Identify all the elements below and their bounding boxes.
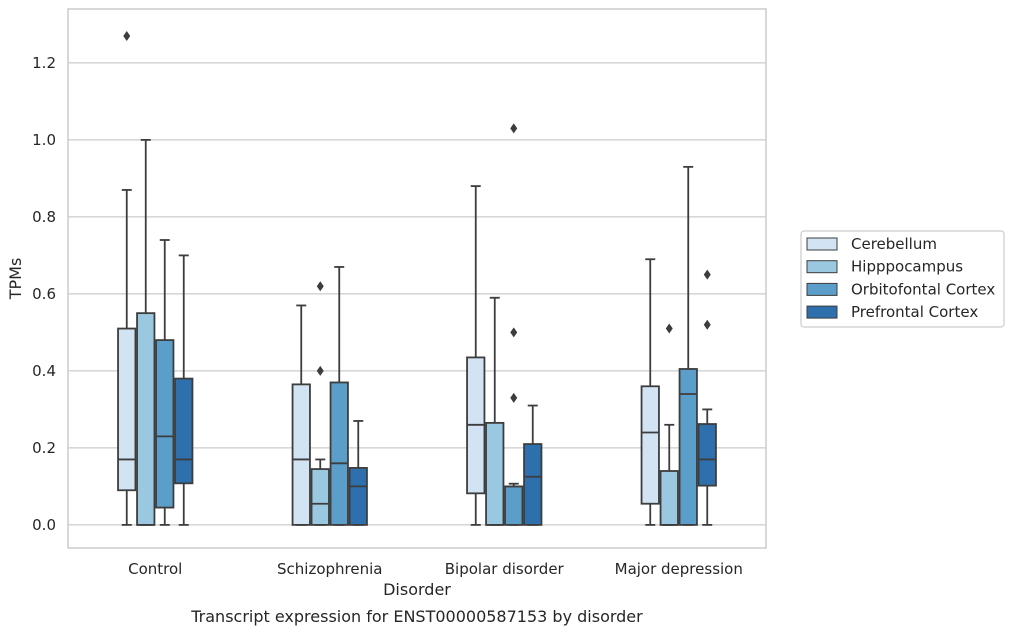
legend-frame — [800, 230, 1005, 328]
y-tick-label: 0.0 — [32, 516, 56, 534]
box-group — [136, 138, 156, 526]
outlier-point — [703, 319, 711, 330]
outlier-point — [316, 365, 324, 376]
legend-swatch — [806, 282, 838, 296]
y-tick-label: 1.0 — [32, 131, 56, 149]
box-group — [697, 269, 717, 526]
x-tick-label: Schizophrenia — [277, 560, 382, 578]
y-tick-label: 0.8 — [32, 208, 56, 226]
box-group — [174, 254, 194, 526]
y-tick-label: 0.4 — [32, 362, 56, 380]
legend: Cerebellum Hipppocampus Orbitofontal Corte… — [800, 230, 1005, 328]
box — [523, 443, 543, 526]
y-tick-label: 1.2 — [32, 54, 56, 72]
legend-label: Prefrontal Cortex — [851, 303, 978, 321]
box-group — [659, 323, 679, 526]
legend-swatch — [806, 237, 838, 251]
box-group — [291, 304, 311, 526]
y-axis-title: TPMs — [6, 258, 25, 301]
box — [136, 312, 156, 526]
box — [291, 383, 311, 526]
box — [697, 423, 717, 487]
legend-label: Hipppocampus — [851, 258, 963, 276]
box — [348, 467, 368, 526]
box-group — [485, 296, 505, 526]
box-group — [640, 258, 660, 526]
box — [117, 327, 137, 492]
outlier-point — [510, 123, 518, 134]
box — [659, 470, 679, 526]
plot-frame — [67, 8, 767, 549]
x-axis-title: Disorder — [383, 580, 451, 599]
chart-caption: Transcript expression for ENST0000058715… — [190, 607, 643, 626]
box-group — [678, 165, 698, 526]
legend-label: Orbitofontal Cortex — [851, 280, 995, 298]
legend-swatch — [806, 260, 838, 274]
box-group — [466, 185, 486, 526]
box — [678, 368, 698, 526]
x-tick-label: Control — [128, 560, 182, 578]
box — [174, 377, 194, 485]
box-group — [329, 266, 349, 526]
outlier-point — [665, 323, 673, 334]
y-tick-labels: 0.0 0.2 0.4 0.6 0.8 1.0 1.2 — [32, 54, 56, 534]
box-group — [348, 420, 368, 526]
box-group — [310, 281, 330, 526]
box — [504, 485, 524, 526]
outlier-point — [703, 269, 711, 280]
outlier-point — [123, 30, 131, 41]
y-tick-label: 0.2 — [32, 439, 56, 457]
box-group — [117, 30, 137, 526]
y-tick-label: 0.6 — [32, 285, 56, 303]
box-group — [504, 123, 524, 526]
box-group — [523, 404, 543, 526]
box — [329, 381, 349, 526]
outlier-point — [510, 392, 518, 403]
box-elements — [117, 30, 717, 526]
box — [155, 339, 175, 509]
legend-swatch — [806, 305, 838, 319]
box — [485, 421, 505, 526]
x-tick-label: Major depression — [615, 560, 743, 578]
x-tick-labels: Control Schizophrenia Bipolar disorder Majo… — [128, 560, 743, 578]
box — [310, 468, 330, 526]
outlier-point — [510, 327, 518, 338]
legend-label: Cerebellum — [851, 235, 937, 253]
box — [640, 385, 660, 505]
box-group — [155, 239, 175, 526]
outlier-point — [316, 281, 324, 292]
x-tick-label: Bipolar disorder — [445, 560, 565, 578]
